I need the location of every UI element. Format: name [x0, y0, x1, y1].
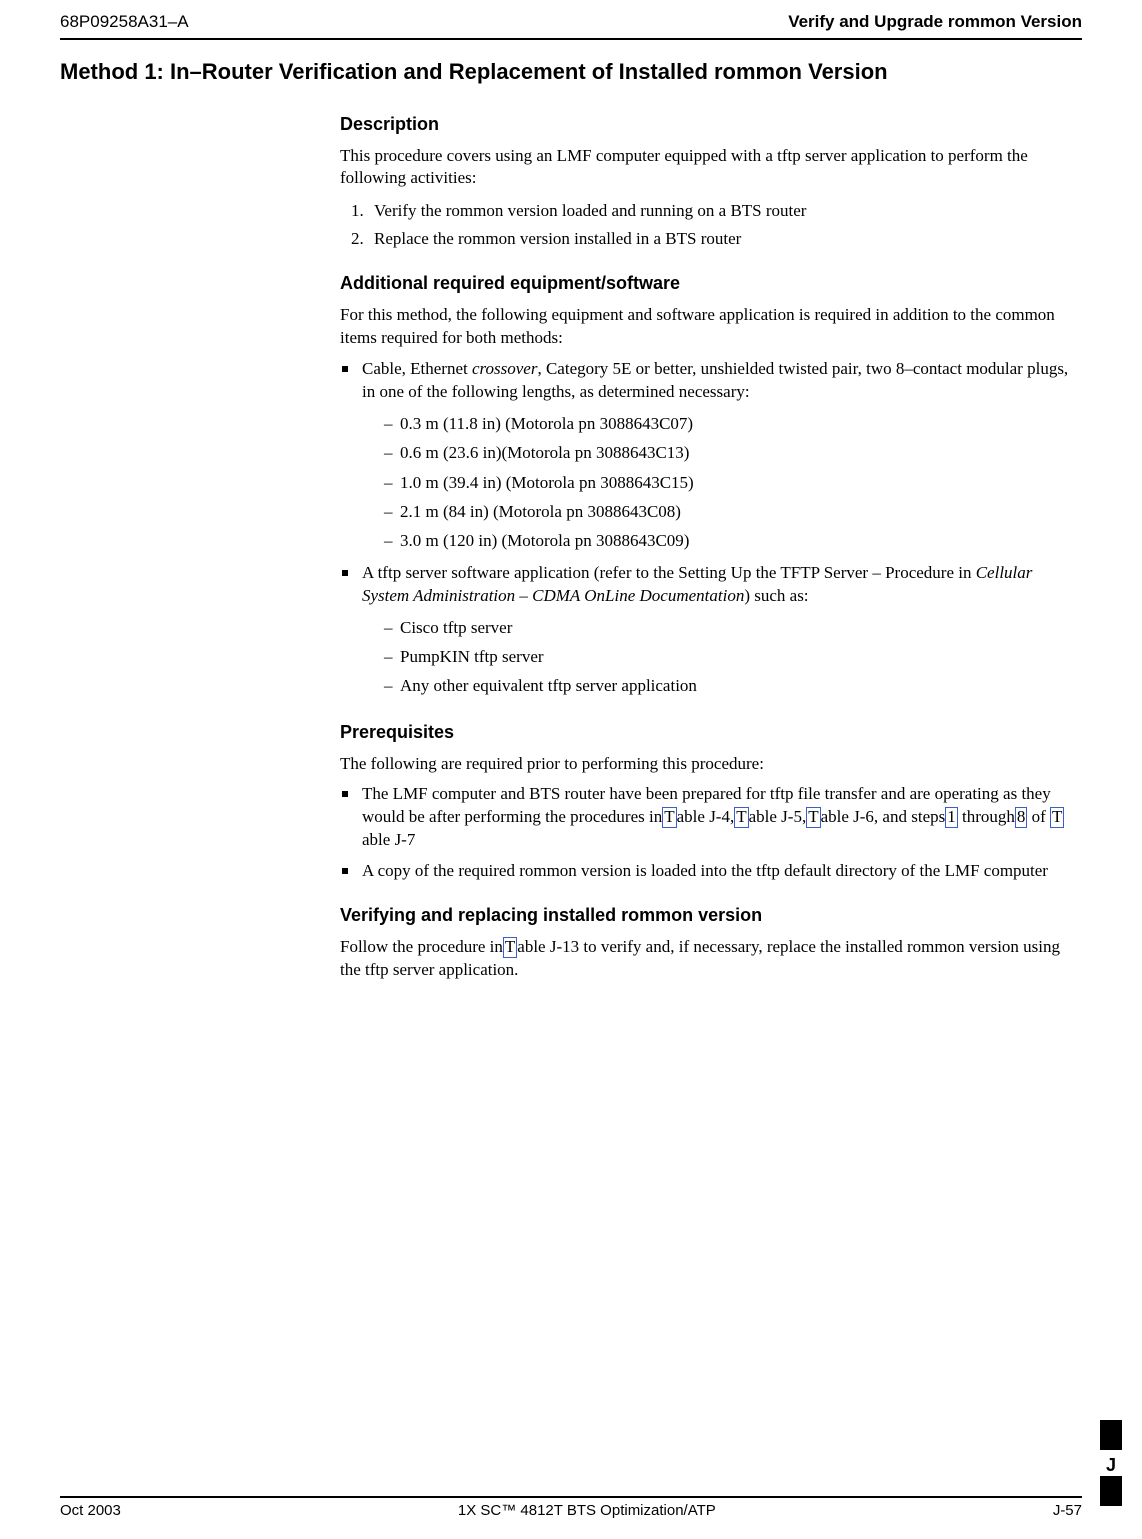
- cable-2: 1.0 m (39.4 in) (Motorola pn 3088643C15): [384, 469, 1082, 496]
- description-steps: Verify the rommon version loaded and run…: [340, 198, 1082, 251]
- equipment-intro: For this method, the following equipment…: [340, 304, 1082, 350]
- equipment-cable: Cable, Ethernet crossover, Category 5E o…: [340, 358, 1082, 554]
- prereq1-d: able J-6, and steps: [821, 807, 946, 826]
- prereq1-b: able J-4,: [677, 807, 735, 826]
- equipment-tftp: A tftp server software application (refe…: [340, 562, 1082, 699]
- side-tab-block: [1100, 1420, 1122, 1450]
- prereq-item-1: The LMF computer and BTS router have bee…: [340, 783, 1082, 852]
- verify-text: Follow the procedure in Table J-13 to ve…: [340, 936, 1082, 982]
- prereq1-e: through: [958, 807, 1015, 826]
- prereq-list: The LMF computer and BTS router have bee…: [340, 783, 1082, 883]
- link-table-j4[interactable]: T: [662, 807, 676, 828]
- page-footer: Oct 2003 1X SC™ 4812T BTS Optimization/A…: [60, 1496, 1082, 1519]
- prereq1-g: able J-7: [362, 830, 415, 849]
- cable-0: 0.3 m (11.8 in) (Motorola pn 3088643C07): [384, 410, 1082, 437]
- equipment-list: Cable, Ethernet crossover, Category 5E o…: [340, 358, 1082, 699]
- section-title: Method 1: In–Router Verification and Rep…: [60, 58, 1082, 86]
- prereq-item-2: A copy of the required rommon version is…: [340, 860, 1082, 883]
- equipment-heading: Additional required equipment/software: [340, 273, 1082, 294]
- prereq-heading: Prerequisites: [340, 722, 1082, 743]
- description-intro: This procedure covers using an LMF compu…: [340, 145, 1082, 191]
- step-2: Replace the rommon version installed in …: [368, 226, 1082, 252]
- prereq1-f: of: [1027, 807, 1050, 826]
- side-tabs: J: [1100, 1420, 1122, 1509]
- main-content: Description This procedure covers using …: [340, 114, 1082, 983]
- header-title: Verify and Upgrade rommon Version: [788, 12, 1082, 32]
- side-tab-block-2: [1100, 1476, 1122, 1506]
- cable-text-em: crossover: [472, 359, 537, 378]
- link-step-8[interactable]: 8: [1015, 807, 1028, 828]
- verify-heading: Verifying and replacing installed rommon…: [340, 905, 1082, 926]
- doc-id: 68P09258A31–A: [60, 12, 189, 32]
- server-0: Cisco tftp server: [384, 614, 1082, 641]
- footer-date: Oct 2003: [60, 1502, 121, 1519]
- page-header: 68P09258A31–A Verify and Upgrade rommon …: [60, 10, 1082, 40]
- tftp-servers: Cisco tftp server PumpKIN tftp server An…: [362, 614, 1082, 700]
- server-2: Any other equivalent tftp server applica…: [384, 672, 1082, 699]
- cable-lengths: 0.3 m (11.8 in) (Motorola pn 3088643C07)…: [362, 410, 1082, 554]
- server-1: PumpKIN tftp server: [384, 643, 1082, 670]
- cable-text-pre: Cable, Ethernet: [362, 359, 472, 378]
- link-table-j13[interactable]: T: [503, 937, 517, 958]
- side-tab-letter: J: [1100, 1455, 1122, 1476]
- footer-center: 1X SC™ 4812T BTS Optimization/ATP: [121, 1502, 1053, 1519]
- cable-1: 0.6 m (23.6 in)(Motorola pn 3088643C13): [384, 439, 1082, 466]
- tftp-text-pre: A tftp server software application (refe…: [362, 563, 976, 582]
- prereq-intro: The following are required prior to perf…: [340, 753, 1082, 776]
- description-heading: Description: [340, 114, 1082, 135]
- verify-a: Follow the procedure in: [340, 937, 503, 956]
- tftp-text-post: ) such as:: [744, 586, 808, 605]
- link-table-j6[interactable]: T: [806, 807, 820, 828]
- footer-page: J-57: [1053, 1502, 1082, 1519]
- cable-3: 2.1 m (84 in) (Motorola pn 3088643C08): [384, 498, 1082, 525]
- prereq1-c: able J-5,: [749, 807, 807, 826]
- cable-4: 3.0 m (120 in) (Motorola pn 3088643C09): [384, 527, 1082, 554]
- link-table-j7[interactable]: T: [1050, 807, 1064, 828]
- step-1: Verify the rommon version loaded and run…: [368, 198, 1082, 224]
- link-table-j5[interactable]: T: [734, 807, 748, 828]
- link-step-1[interactable]: 1: [945, 807, 958, 828]
